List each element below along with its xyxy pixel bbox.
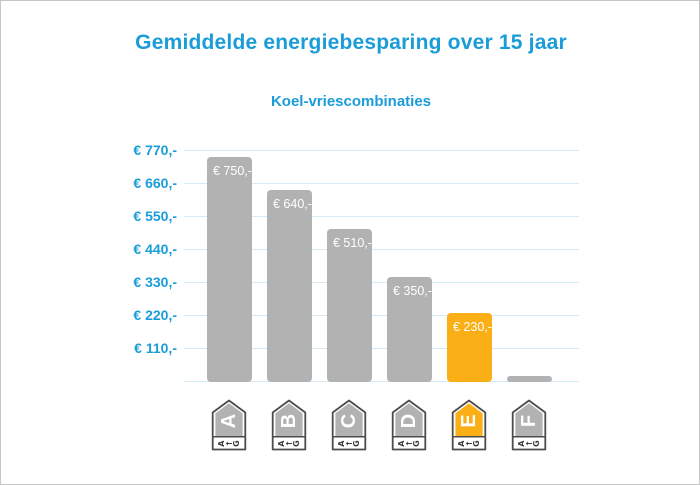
tag-letter: D xyxy=(398,414,420,428)
tag-scale-a: A xyxy=(217,440,226,447)
bar-value-label: € 510,- xyxy=(333,236,372,250)
tag-scale-arrow-icon: ← xyxy=(226,439,233,448)
bar-e-highlight: € 230,- xyxy=(447,313,492,382)
tag-letter: F xyxy=(518,415,540,427)
bar-b: € 640,- xyxy=(267,190,312,382)
plot-area: € 750,- € 640,- € 510,- € 350,- € 230,- xyxy=(184,150,579,382)
bar-f xyxy=(507,376,552,382)
x-axis-labels: A A ← G B A ← G C A ← G D xyxy=(1,399,699,455)
tag-scale-arrow-icon: ← xyxy=(286,439,293,448)
y-tick-label: € 220,- xyxy=(133,307,177,323)
tag-fill xyxy=(215,403,243,437)
tag-scale-g: G xyxy=(472,440,481,447)
bar-value-label: € 750,- xyxy=(213,164,252,178)
tag-letter: A xyxy=(218,414,240,428)
tag-scale-arrow-icon: ← xyxy=(526,439,533,448)
tag-scale-a: A xyxy=(517,440,526,447)
tag-scale-a: A xyxy=(457,440,466,447)
energy-rating-f-icon: F A ← G xyxy=(511,399,547,451)
energy-rating-d-icon: D A ← G xyxy=(391,399,427,451)
tag-letter: B xyxy=(278,414,300,428)
tag-fill xyxy=(455,403,483,437)
tag-fill xyxy=(515,403,543,437)
tag-scale-a: A xyxy=(337,440,346,447)
bar-value-label: € 230,- xyxy=(453,320,492,334)
tag-scale-a: A xyxy=(277,440,286,447)
y-tick-label: € 330,- xyxy=(133,274,177,290)
tag-scale-a: A xyxy=(397,440,406,447)
tag-scale-g: G xyxy=(352,440,361,447)
bar-d: € 350,- xyxy=(387,277,432,382)
tag-scale-g: G xyxy=(232,440,241,447)
bar-c: € 510,- xyxy=(327,229,372,382)
energy-rating-e-icon: E A ← G xyxy=(451,399,487,451)
tag-scale-arrow-icon: ← xyxy=(346,439,353,448)
tag-scale-g: G xyxy=(532,440,541,447)
y-tick-label: € 550,- xyxy=(133,208,177,224)
bar-value-label: € 350,- xyxy=(393,284,432,298)
tag-fill xyxy=(335,403,363,437)
energy-rating-b-icon: B A ← G xyxy=(271,399,307,451)
tag-fill xyxy=(275,403,303,437)
y-tick-label: € 660,- xyxy=(133,175,177,191)
y-tick-label: € 440,- xyxy=(133,241,177,257)
y-tick-label: € 110,- xyxy=(134,340,177,356)
y-tick-label: € 770,- xyxy=(133,142,177,158)
tag-scale-arrow-icon: ← xyxy=(466,439,473,448)
tag-letter: E xyxy=(458,414,480,427)
energy-rating-a-icon: A A ← G xyxy=(211,399,247,451)
tag-scale-g: G xyxy=(292,440,301,447)
bar-value-label: € 640,- xyxy=(273,197,312,211)
bar-a: € 750,- xyxy=(207,157,252,382)
tag-scale-g: G xyxy=(412,440,421,447)
tag-scale-arrow-icon: ← xyxy=(406,439,413,448)
y-axis-labels: € 770,- € 660,- € 550,- € 440,- € 330,- … xyxy=(1,1,177,484)
tag-fill xyxy=(395,403,423,437)
energy-rating-c-icon: C A ← G xyxy=(331,399,367,451)
tag-letter: C xyxy=(338,414,360,428)
chart-title: Gemiddelde energiebesparing over 15 jaar xyxy=(135,31,567,54)
chart-subtitle: Koel-vriescombinaties xyxy=(270,93,432,110)
